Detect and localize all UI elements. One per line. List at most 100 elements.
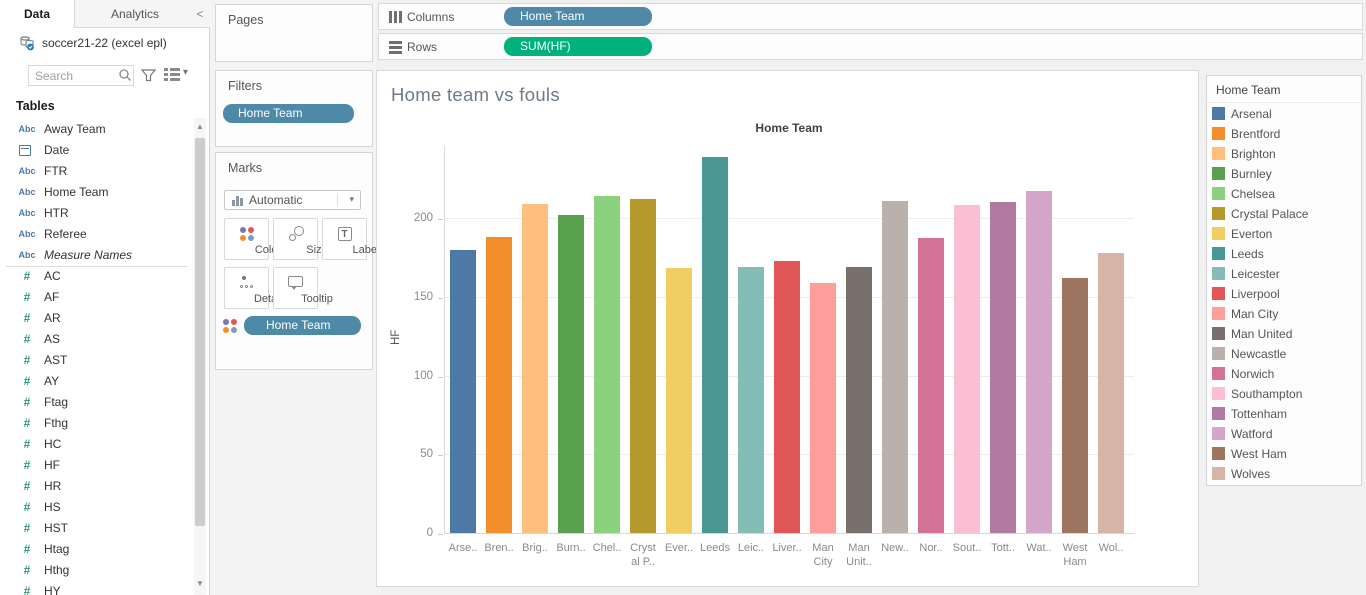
field-fthg[interactable]: # Fthg: [0, 413, 193, 434]
field-ast[interactable]: # AST: [0, 350, 193, 371]
field-away-team[interactable]: Abc Away Team: [0, 119, 193, 140]
x-axis-line: [444, 533, 1134, 534]
view-grid-icon[interactable]: [164, 68, 180, 82]
field-hc[interactable]: # HC: [0, 434, 193, 455]
field-ftag[interactable]: # Ftag: [0, 392, 193, 413]
tab-analytics[interactable]: Analytics: [110, 7, 160, 21]
legend-label: Southampton: [1231, 387, 1303, 401]
x-tick-label-wolves: Wol..: [1098, 542, 1124, 554]
filter-pill-home-team[interactable]: Home Team: [223, 104, 354, 123]
legend-item-southampton[interactable]: Southampton: [1207, 384, 1361, 404]
legend-item-brighton[interactable]: Brighton: [1207, 144, 1361, 164]
columns-pill-home-team[interactable]: Home Team: [504, 7, 652, 26]
rows-pill-sum-hf[interactable]: SUM(HF): [504, 37, 652, 56]
chevron-down-icon[interactable]: ▾: [349, 194, 354, 204]
bar-leeds[interactable]: [702, 156, 728, 533]
scrollbar-thumb[interactable]: [195, 138, 205, 526]
bar-newcastle[interactable]: [882, 200, 908, 533]
columns-shelf[interactable]: Columns Home Team: [378, 3, 1363, 30]
bar-leicester[interactable]: [738, 266, 764, 533]
detail-button[interactable]: Detail: [224, 267, 282, 309]
number-icon: #: [23, 395, 31, 409]
field-referee[interactable]: Abc Referee: [0, 224, 193, 245]
field-hy[interactable]: # HY: [0, 581, 193, 595]
field-home-team[interactable]: Abc Home Team: [0, 182, 193, 203]
bar-man-united[interactable]: [846, 266, 872, 533]
legend-item-newcastle[interactable]: Newcastle: [1207, 344, 1361, 364]
bar-watford[interactable]: [1026, 191, 1052, 533]
legend-item-norwich[interactable]: Norwich: [1207, 364, 1361, 384]
bar-brentford[interactable]: [486, 236, 512, 533]
field-ac[interactable]: # AC: [0, 266, 193, 287]
y-axis-title: HF: [390, 329, 402, 345]
tab-data[interactable]: Data: [0, 0, 75, 28]
legend-item-liverpool[interactable]: Liverpool: [1207, 284, 1361, 304]
field-date[interactable]: Date: [0, 140, 193, 161]
bar-crystal-palace[interactable]: [630, 199, 656, 533]
datasource-row[interactable]: soccer21-22 (excel epl): [0, 28, 210, 58]
field-as[interactable]: # AS: [0, 329, 193, 350]
bar-liverpool[interactable]: [774, 260, 800, 533]
abc-icon: Abc: [18, 166, 36, 176]
legend-item-watford[interactable]: Watford: [1207, 424, 1361, 444]
legend-swatch: [1212, 467, 1225, 480]
field-measure-names[interactable]: Abc Measure Names: [0, 245, 193, 266]
field-ar[interactable]: # AR: [0, 308, 193, 329]
label-button[interactable]: T Label: [322, 218, 379, 260]
legend-item-brentford[interactable]: Brentford: [1207, 124, 1361, 144]
rows-shelf[interactable]: Rows SUM(HF): [378, 33, 1363, 60]
fields-scrollbar[interactable]: ▲ ▼: [194, 118, 206, 595]
legend-label: Leeds: [1231, 247, 1264, 261]
mark-type-dropdown[interactable]: Automatic ▾: [224, 190, 361, 210]
mark-type-value: Automatic: [249, 193, 303, 207]
search-input[interactable]: [28, 65, 134, 86]
field-hr[interactable]: # HR: [0, 476, 193, 497]
bar-wolves[interactable]: [1098, 252, 1124, 533]
view-options-caret-icon[interactable]: ▾: [183, 67, 189, 78]
legend-item-west-ham[interactable]: West Ham: [1207, 444, 1361, 464]
legend-item-man-united[interactable]: Man United: [1207, 324, 1361, 344]
scroll-down-icon[interactable]: ▼: [196, 579, 204, 588]
bar-burnley[interactable]: [558, 214, 584, 533]
bar-tottenham[interactable]: [990, 202, 1016, 533]
legend-item-leeds[interactable]: Leeds: [1207, 244, 1361, 264]
legend-item-crystal-palace[interactable]: Crystal Palace: [1207, 204, 1361, 224]
tooltip-button[interactable]: Tooltip: [273, 267, 333, 309]
field-hs[interactable]: # HS: [0, 497, 193, 518]
filters-card[interactable]: Filters Home Team: [215, 70, 373, 147]
color-button[interactable]: Color: [224, 218, 281, 260]
bar-man-city[interactable]: [810, 282, 836, 533]
pages-card[interactable]: Pages: [215, 4, 373, 62]
legend-item-chelsea[interactable]: Chelsea: [1207, 184, 1361, 204]
filter-funnel-icon[interactable]: [140, 67, 157, 84]
legend-item-leicester[interactable]: Leicester: [1207, 264, 1361, 284]
bar-arsenal[interactable]: [450, 249, 476, 533]
legend-label: Man United: [1231, 327, 1293, 341]
field-htag[interactable]: # Htag: [0, 539, 193, 560]
bar-southampton[interactable]: [954, 205, 980, 533]
bar-norwich[interactable]: [918, 238, 944, 533]
field-hthg[interactable]: # Hthg: [0, 560, 193, 581]
marks-pill-home-team[interactable]: Home Team: [244, 316, 361, 335]
bar-everton[interactable]: [666, 268, 692, 533]
bar-chelsea[interactable]: [594, 195, 620, 533]
datasource-name: soccer21-22 (excel epl): [42, 36, 167, 50]
legend-item-wolves[interactable]: Wolves: [1207, 464, 1361, 484]
legend-item-arsenal[interactable]: Arsenal: [1207, 104, 1361, 124]
legend-item-man-city[interactable]: Man City: [1207, 304, 1361, 324]
field-hst[interactable]: # HST: [0, 518, 193, 539]
field-htr[interactable]: Abc HTR: [0, 203, 193, 224]
field-ay[interactable]: # AY: [0, 371, 193, 392]
bar-brighton[interactable]: [522, 203, 548, 533]
legend-item-everton[interactable]: Everton: [1207, 224, 1361, 244]
legend-item-burnley[interactable]: Burnley: [1207, 164, 1361, 184]
bar-west-ham[interactable]: [1062, 277, 1088, 533]
collapse-pane-icon[interactable]: <: [196, 7, 204, 21]
legend-swatch: [1212, 447, 1225, 460]
size-button[interactable]: Size: [273, 218, 328, 260]
scroll-up-icon[interactable]: ▲: [196, 122, 204, 131]
field-af[interactable]: # AF: [0, 287, 193, 308]
field-hf[interactable]: # HF: [0, 455, 193, 476]
legend-item-tottenham[interactable]: Tottenham: [1207, 404, 1361, 424]
field-ftr[interactable]: Abc FTR: [0, 161, 193, 182]
